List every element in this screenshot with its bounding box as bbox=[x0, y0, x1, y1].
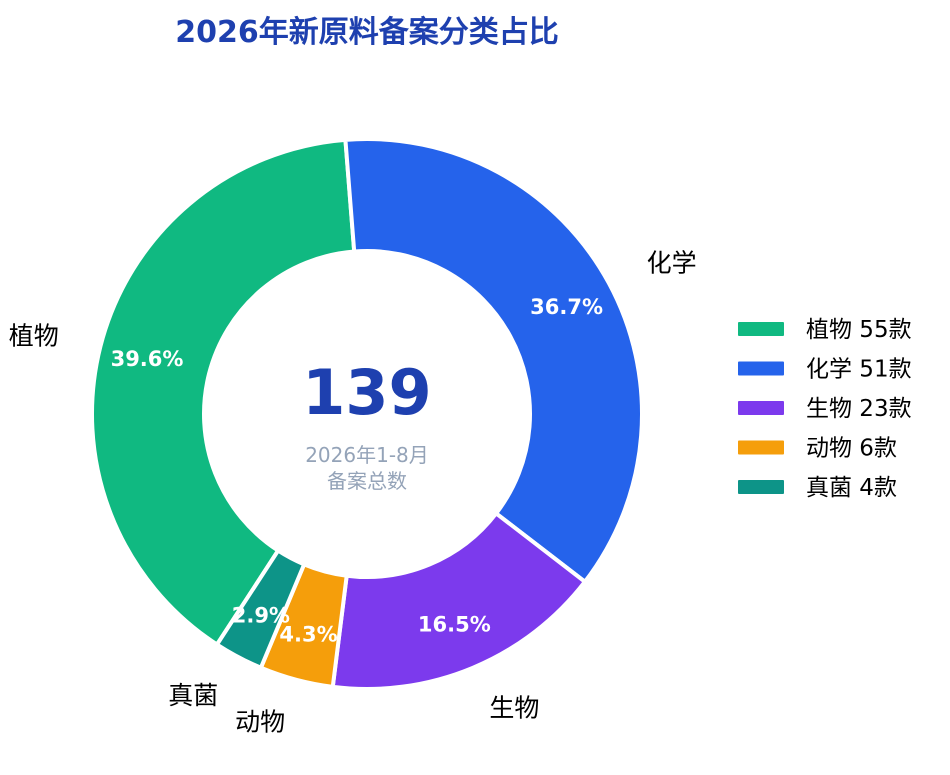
percent-label-2: 16.5% bbox=[418, 613, 491, 637]
category-label-0: 植物 bbox=[9, 322, 59, 351]
category-label-1: 化学 bbox=[647, 248, 697, 277]
category-label-2: 生物 bbox=[489, 694, 539, 723]
percent-label-3: 4.3% bbox=[279, 622, 337, 646]
slice-0 bbox=[90, 137, 357, 647]
slice-1 bbox=[343, 137, 644, 584]
slice-2 bbox=[330, 511, 587, 691]
category-label-3: 动物 bbox=[235, 707, 285, 736]
legend-swatch-3 bbox=[738, 440, 784, 455]
chart-title: 2026年新原料备案分类占比 bbox=[175, 15, 559, 50]
donut-slices bbox=[90, 137, 644, 691]
center-total-value: 139 bbox=[302, 356, 431, 429]
legend-label-2: 生物 23款 bbox=[806, 396, 912, 422]
category-label-4: 真菌 bbox=[168, 681, 218, 710]
center-caption-period: 2026年1-8月 bbox=[305, 443, 429, 467]
percent-label-1: 36.7% bbox=[530, 295, 603, 319]
percent-labels: 39.6% 36.7% 16.5% 4.3%2.9% bbox=[111, 295, 603, 647]
percent-label-0: 39.6% bbox=[111, 347, 184, 371]
legend-label-1: 化学 51款 bbox=[806, 357, 912, 383]
slice-4 bbox=[215, 548, 307, 670]
legend-label-0: 植物 55款 bbox=[806, 317, 912, 343]
legend-swatch-0 bbox=[738, 322, 784, 336]
center-caption-label: 备案总数 bbox=[327, 469, 407, 493]
legend-swatch-1 bbox=[738, 361, 784, 376]
legend-label-4: 真菌 4款 bbox=[806, 475, 897, 501]
legend-swatch-2 bbox=[738, 401, 784, 415]
legend-swatch-4 bbox=[738, 480, 784, 494]
legend-label-3: 动物 6款 bbox=[806, 436, 897, 462]
percent-label-4: 2.9% bbox=[232, 604, 290, 628]
